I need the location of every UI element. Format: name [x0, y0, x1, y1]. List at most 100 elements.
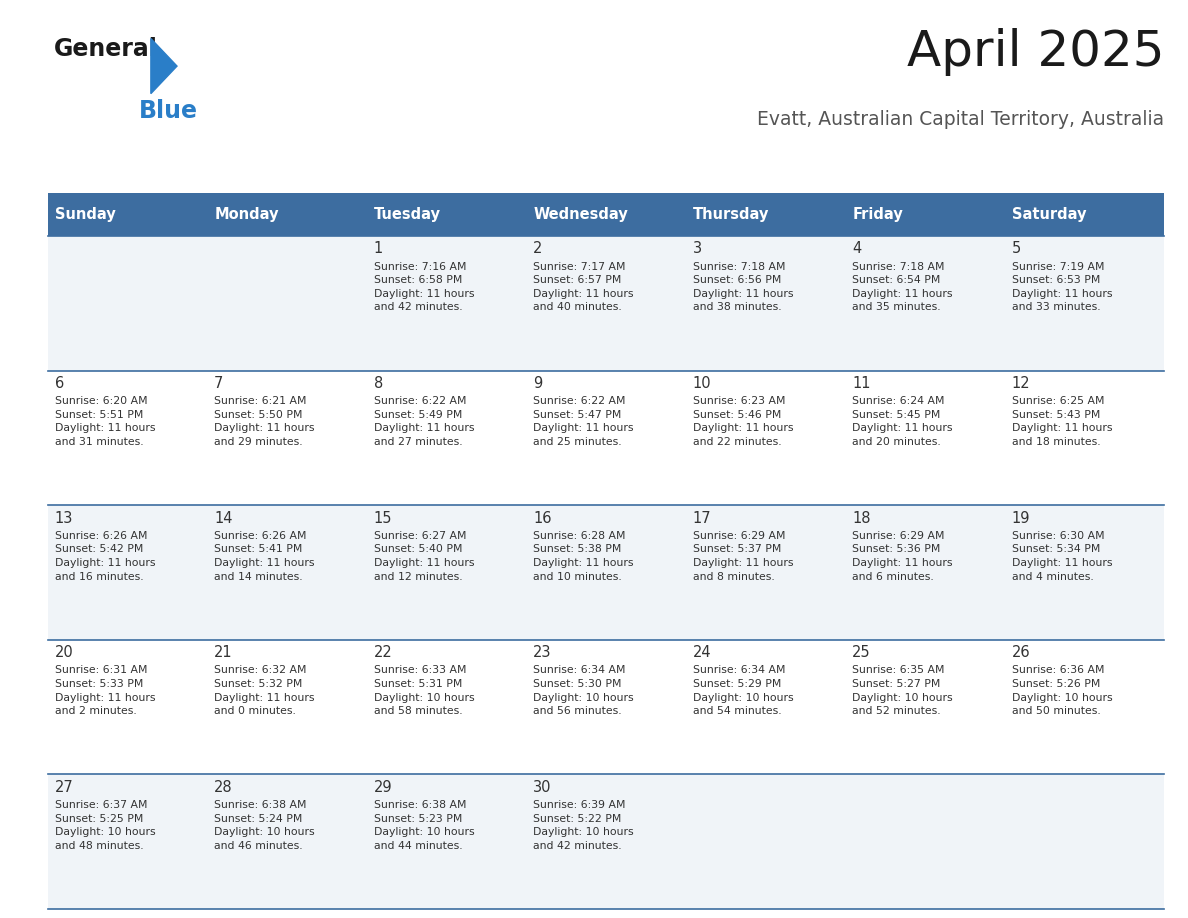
Text: Sunrise: 6:31 AM
Sunset: 5:33 PM
Daylight: 11 hours
and 2 minutes.: Sunrise: 6:31 AM Sunset: 5:33 PM Dayligh… — [55, 666, 156, 716]
Text: Sunrise: 6:29 AM
Sunset: 5:36 PM
Daylight: 11 hours
and 6 minutes.: Sunrise: 6:29 AM Sunset: 5:36 PM Dayligh… — [852, 531, 953, 582]
Bar — [685, 774, 845, 909]
Text: 29: 29 — [374, 779, 392, 795]
Text: 19: 19 — [1012, 510, 1030, 526]
Text: Sunrise: 6:36 AM
Sunset: 5:26 PM
Daylight: 10 hours
and 50 minutes.: Sunrise: 6:36 AM Sunset: 5:26 PM Dayligh… — [1012, 666, 1112, 716]
Text: Sunrise: 6:26 AM
Sunset: 5:42 PM
Daylight: 11 hours
and 16 minutes.: Sunrise: 6:26 AM Sunset: 5:42 PM Dayligh… — [55, 531, 156, 582]
Text: Sunrise: 7:18 AM
Sunset: 6:56 PM
Daylight: 11 hours
and 38 minutes.: Sunrise: 7:18 AM Sunset: 6:56 PM Dayligh… — [693, 262, 794, 312]
Text: General: General — [53, 37, 157, 61]
Text: Sunday: Sunday — [55, 207, 115, 222]
Text: 28: 28 — [214, 779, 233, 795]
Text: 12: 12 — [1012, 376, 1030, 391]
Bar — [845, 505, 1005, 640]
Bar — [526, 371, 685, 505]
Polygon shape — [151, 39, 177, 94]
Text: 16: 16 — [533, 510, 551, 526]
Text: 23: 23 — [533, 645, 551, 660]
Text: 26: 26 — [1012, 645, 1030, 660]
Bar — [845, 774, 1005, 909]
Bar — [1005, 371, 1164, 505]
Bar — [685, 371, 845, 505]
Bar — [367, 640, 526, 774]
Text: Sunrise: 6:35 AM
Sunset: 5:27 PM
Daylight: 10 hours
and 52 minutes.: Sunrise: 6:35 AM Sunset: 5:27 PM Dayligh… — [852, 666, 953, 716]
Text: 10: 10 — [693, 376, 712, 391]
Bar — [207, 193, 367, 236]
Text: 25: 25 — [852, 645, 871, 660]
Text: Sunrise: 6:22 AM
Sunset: 5:47 PM
Daylight: 11 hours
and 25 minutes.: Sunrise: 6:22 AM Sunset: 5:47 PM Dayligh… — [533, 397, 633, 447]
Bar — [845, 640, 1005, 774]
Text: Sunrise: 7:18 AM
Sunset: 6:54 PM
Daylight: 11 hours
and 35 minutes.: Sunrise: 7:18 AM Sunset: 6:54 PM Dayligh… — [852, 262, 953, 312]
Bar — [48, 371, 207, 505]
Text: 14: 14 — [214, 510, 233, 526]
Bar — [367, 371, 526, 505]
Text: 13: 13 — [55, 510, 72, 526]
Text: Sunrise: 6:21 AM
Sunset: 5:50 PM
Daylight: 11 hours
and 29 minutes.: Sunrise: 6:21 AM Sunset: 5:50 PM Dayligh… — [214, 397, 315, 447]
Bar — [48, 193, 207, 236]
Text: Sunrise: 6:34 AM
Sunset: 5:30 PM
Daylight: 10 hours
and 56 minutes.: Sunrise: 6:34 AM Sunset: 5:30 PM Dayligh… — [533, 666, 634, 716]
Text: Sunrise: 6:30 AM
Sunset: 5:34 PM
Daylight: 11 hours
and 4 minutes.: Sunrise: 6:30 AM Sunset: 5:34 PM Dayligh… — [1012, 531, 1112, 582]
Text: 17: 17 — [693, 510, 712, 526]
Text: 5: 5 — [1012, 241, 1022, 256]
Text: 4: 4 — [852, 241, 861, 256]
Text: Sunrise: 6:24 AM
Sunset: 5:45 PM
Daylight: 11 hours
and 20 minutes.: Sunrise: 6:24 AM Sunset: 5:45 PM Dayligh… — [852, 397, 953, 447]
Text: 30: 30 — [533, 779, 551, 795]
Bar — [685, 505, 845, 640]
Text: Sunrise: 6:38 AM
Sunset: 5:24 PM
Daylight: 10 hours
and 46 minutes.: Sunrise: 6:38 AM Sunset: 5:24 PM Dayligh… — [214, 800, 315, 851]
Text: 11: 11 — [852, 376, 871, 391]
Bar — [1005, 236, 1164, 371]
Text: Sunrise: 6:20 AM
Sunset: 5:51 PM
Daylight: 11 hours
and 31 minutes.: Sunrise: 6:20 AM Sunset: 5:51 PM Dayligh… — [55, 397, 156, 447]
Text: Sunrise: 7:17 AM
Sunset: 6:57 PM
Daylight: 11 hours
and 40 minutes.: Sunrise: 7:17 AM Sunset: 6:57 PM Dayligh… — [533, 262, 633, 312]
Bar — [526, 774, 685, 909]
Text: Sunrise: 6:38 AM
Sunset: 5:23 PM
Daylight: 10 hours
and 44 minutes.: Sunrise: 6:38 AM Sunset: 5:23 PM Dayligh… — [374, 800, 474, 851]
Text: Sunrise: 6:33 AM
Sunset: 5:31 PM
Daylight: 10 hours
and 58 minutes.: Sunrise: 6:33 AM Sunset: 5:31 PM Dayligh… — [374, 666, 474, 716]
Bar — [845, 371, 1005, 505]
Bar — [207, 505, 367, 640]
Text: Tuesday: Tuesday — [374, 207, 441, 222]
Text: Sunrise: 6:29 AM
Sunset: 5:37 PM
Daylight: 11 hours
and 8 minutes.: Sunrise: 6:29 AM Sunset: 5:37 PM Dayligh… — [693, 531, 794, 582]
Bar — [1005, 774, 1164, 909]
Text: Sunrise: 6:39 AM
Sunset: 5:22 PM
Daylight: 10 hours
and 42 minutes.: Sunrise: 6:39 AM Sunset: 5:22 PM Dayligh… — [533, 800, 634, 851]
Bar — [367, 505, 526, 640]
Bar — [685, 640, 845, 774]
Text: 6: 6 — [55, 376, 64, 391]
Text: 24: 24 — [693, 645, 712, 660]
Text: 9: 9 — [533, 376, 543, 391]
Text: Friday: Friday — [852, 207, 903, 222]
Text: 2: 2 — [533, 241, 543, 256]
Text: 21: 21 — [214, 645, 233, 660]
Bar — [685, 236, 845, 371]
Text: 27: 27 — [55, 779, 74, 795]
Text: 15: 15 — [374, 510, 392, 526]
Bar — [526, 505, 685, 640]
Bar — [207, 371, 367, 505]
Text: Sunrise: 6:37 AM
Sunset: 5:25 PM
Daylight: 10 hours
and 48 minutes.: Sunrise: 6:37 AM Sunset: 5:25 PM Dayligh… — [55, 800, 156, 851]
Bar — [1005, 505, 1164, 640]
Bar — [526, 236, 685, 371]
Text: 3: 3 — [693, 241, 702, 256]
Text: April 2025: April 2025 — [906, 28, 1164, 75]
Text: Evatt, Australian Capital Territory, Australia: Evatt, Australian Capital Territory, Aus… — [757, 110, 1164, 129]
Bar — [845, 193, 1005, 236]
Bar — [685, 193, 845, 236]
Text: Sunrise: 6:28 AM
Sunset: 5:38 PM
Daylight: 11 hours
and 10 minutes.: Sunrise: 6:28 AM Sunset: 5:38 PM Dayligh… — [533, 531, 633, 582]
Text: Monday: Monday — [214, 207, 279, 222]
Text: 8: 8 — [374, 376, 383, 391]
Text: 20: 20 — [55, 645, 74, 660]
Text: Sunrise: 7:16 AM
Sunset: 6:58 PM
Daylight: 11 hours
and 42 minutes.: Sunrise: 7:16 AM Sunset: 6:58 PM Dayligh… — [374, 262, 474, 312]
Text: Saturday: Saturday — [1012, 207, 1086, 222]
Bar — [526, 193, 685, 236]
Text: Sunrise: 6:23 AM
Sunset: 5:46 PM
Daylight: 11 hours
and 22 minutes.: Sunrise: 6:23 AM Sunset: 5:46 PM Dayligh… — [693, 397, 794, 447]
Bar — [207, 774, 367, 909]
Text: Sunrise: 6:22 AM
Sunset: 5:49 PM
Daylight: 11 hours
and 27 minutes.: Sunrise: 6:22 AM Sunset: 5:49 PM Dayligh… — [374, 397, 474, 447]
Text: 7: 7 — [214, 376, 223, 391]
Text: Sunrise: 6:32 AM
Sunset: 5:32 PM
Daylight: 11 hours
and 0 minutes.: Sunrise: 6:32 AM Sunset: 5:32 PM Dayligh… — [214, 666, 315, 716]
Text: Sunrise: 6:27 AM
Sunset: 5:40 PM
Daylight: 11 hours
and 12 minutes.: Sunrise: 6:27 AM Sunset: 5:40 PM Dayligh… — [374, 531, 474, 582]
Bar — [207, 640, 367, 774]
Bar — [48, 774, 207, 909]
Bar — [48, 640, 207, 774]
Bar — [48, 505, 207, 640]
Text: Wednesday: Wednesday — [533, 207, 628, 222]
Bar — [526, 640, 685, 774]
Text: Sunrise: 6:25 AM
Sunset: 5:43 PM
Daylight: 11 hours
and 18 minutes.: Sunrise: 6:25 AM Sunset: 5:43 PM Dayligh… — [1012, 397, 1112, 447]
Text: 18: 18 — [852, 510, 871, 526]
Bar — [367, 193, 526, 236]
